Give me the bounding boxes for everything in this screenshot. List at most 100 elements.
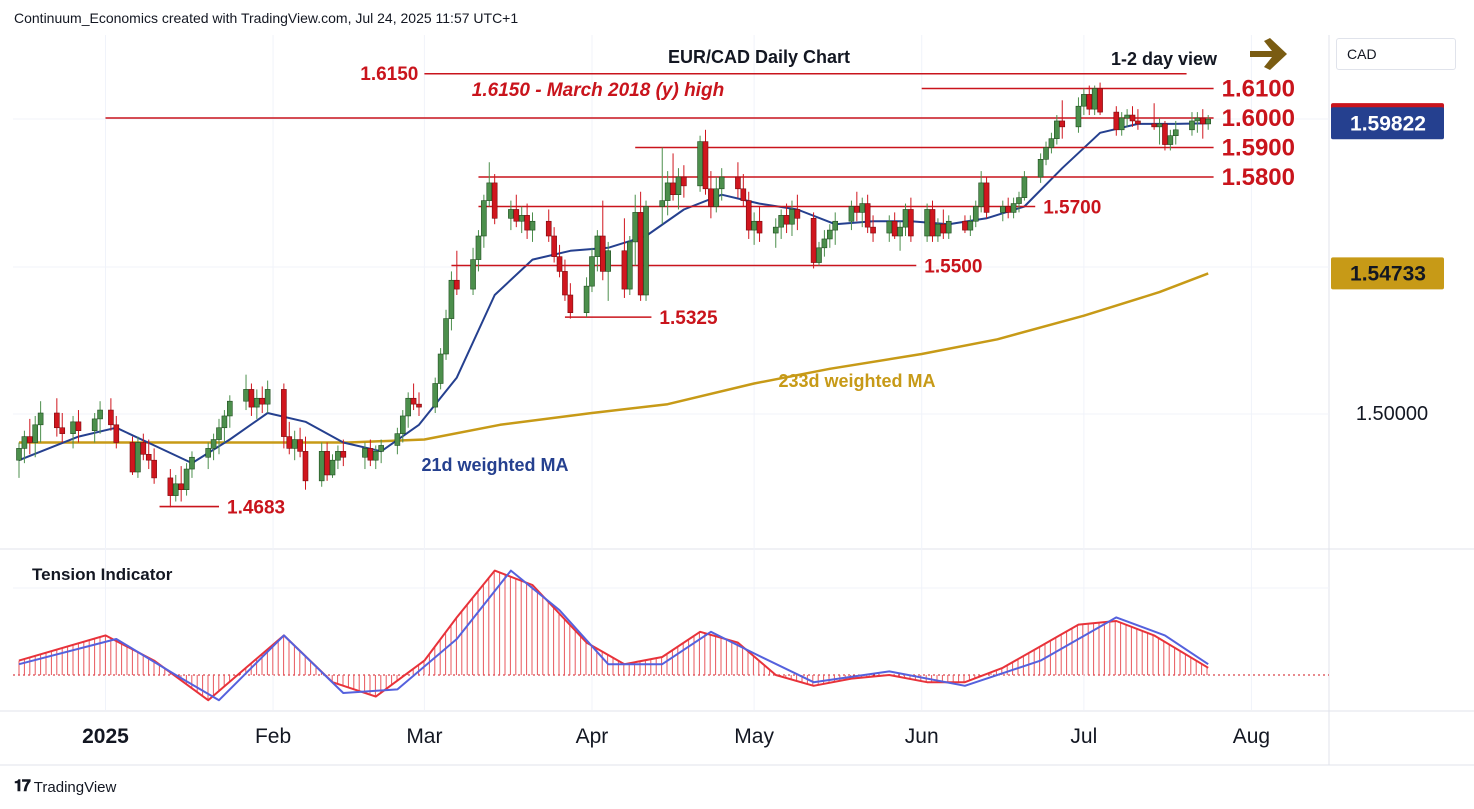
candle-body [221, 415, 228, 429]
candle-body [264, 389, 271, 405]
candle-body [167, 477, 174, 496]
candle-body [248, 389, 255, 408]
candle-body [1194, 117, 1201, 122]
currency-selector[interactable]: CAD [1336, 38, 1456, 70]
x-tick-label: May [734, 725, 774, 748]
x-tick-label: Feb [255, 725, 291, 748]
candle-body [605, 250, 611, 272]
candle-body [437, 353, 444, 384]
candle-body [372, 451, 379, 461]
candle-body [1135, 120, 1141, 125]
candle-body [410, 397, 417, 405]
candle-body [513, 209, 520, 222]
candle-body [681, 176, 687, 187]
level-label: 1.5900 [1222, 135, 1295, 162]
candle-body [1118, 117, 1125, 131]
arrow-right-icon [1250, 38, 1287, 70]
candle-body [551, 235, 557, 257]
candle-body [562, 271, 568, 296]
candle-body [405, 397, 411, 417]
candle-body [524, 215, 530, 231]
candle-body [886, 220, 893, 234]
candle-body [432, 383, 439, 408]
candle-body [756, 220, 763, 234]
candle-body [864, 203, 871, 228]
candle-body [475, 235, 482, 260]
level-label: 1.5800 [1222, 164, 1295, 191]
candle-body [91, 418, 98, 431]
tradingview-brand[interactable]: 𝟏𝟕 TradingView [14, 778, 116, 796]
candle-body [1005, 206, 1011, 213]
candle-body [178, 483, 184, 490]
candle-body [1097, 88, 1103, 113]
candle-body [172, 483, 179, 496]
candle-body [664, 182, 671, 201]
candle-body [448, 279, 455, 319]
price-candles [16, 82, 1211, 508]
level-label: 1.6150 [360, 64, 418, 85]
candle-body [599, 235, 606, 272]
candle-body [967, 220, 974, 231]
candle-body [227, 400, 233, 417]
moving-average-lines [18, 122, 1209, 465]
candle-body [481, 200, 487, 237]
candle-body [21, 436, 28, 449]
tradingview-logo-icon: 𝟏𝟕 [14, 778, 31, 795]
candle-body [670, 182, 676, 195]
candle-body [97, 409, 103, 420]
candle-body [1021, 176, 1028, 198]
candle-body [329, 459, 336, 476]
tension-indicator-pane [18, 569, 1209, 702]
candle-body [713, 188, 720, 207]
candle-body [108, 409, 114, 426]
chart-labels: Tension Indicator EUR/CAD Daily Chart 1-2 … [32, 38, 1287, 584]
candle-body [210, 439, 217, 449]
candle-body [59, 427, 66, 434]
candle-body [854, 206, 860, 213]
candle-body [324, 451, 330, 476]
level-label: 1.5500 [924, 257, 982, 278]
candle-body [1054, 120, 1060, 139]
candle-body [897, 226, 903, 237]
candle-body [735, 176, 741, 190]
candle-body [1113, 111, 1120, 131]
candle-body [1167, 135, 1174, 145]
candle-body [1086, 94, 1093, 110]
candle-body [470, 259, 476, 290]
candle-body [962, 220, 968, 231]
candle-body [870, 226, 876, 234]
candle-body [972, 206, 979, 222]
candle-body [508, 209, 514, 219]
candle-body [789, 209, 795, 225]
233d-weighted-ma-price-label: 1.54733 [1350, 262, 1426, 285]
candle-body [940, 223, 947, 234]
candle-body [848, 206, 855, 222]
candle-body [929, 209, 936, 237]
candle-body [1172, 129, 1179, 137]
candle-body [594, 235, 601, 257]
candle-body [243, 389, 249, 402]
candle-body [367, 448, 374, 461]
candle-body [54, 412, 60, 429]
candle-body [999, 206, 1006, 213]
candle-body [1091, 88, 1098, 110]
candle-body [632, 212, 639, 243]
candle-body [810, 218, 817, 263]
tension-indicator-title: Tension Indicator [32, 565, 173, 584]
candle-body [340, 451, 347, 458]
candle-body [75, 421, 82, 432]
level-label: 1.6000 [1222, 105, 1295, 132]
candle-body [286, 436, 293, 449]
candle-body [637, 212, 644, 296]
candle-body [702, 141, 709, 190]
candle-body [675, 176, 682, 196]
candle-body [70, 421, 76, 434]
candle-body [145, 453, 152, 461]
candle-body [1048, 138, 1055, 148]
march-2018-high-annotation: 1.6150 - March 2018 (y) high [472, 80, 724, 101]
candle-body [1156, 123, 1163, 128]
candle-body [394, 433, 401, 446]
candle-body [751, 220, 757, 231]
tension-red-line [18, 569, 1209, 702]
